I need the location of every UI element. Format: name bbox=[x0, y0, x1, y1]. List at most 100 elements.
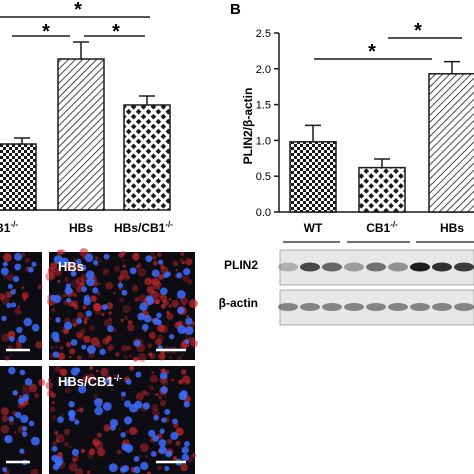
panel-b-significance-lines bbox=[314, 37, 462, 60]
lipid-signal bbox=[192, 321, 196, 325]
blot-band-beta-actin bbox=[454, 303, 474, 311]
panel-a-xlabel-hbs: HBs bbox=[69, 221, 93, 235]
lipid-signal bbox=[132, 284, 138, 291]
lipid-signal bbox=[55, 345, 59, 349]
lipid-signal bbox=[141, 390, 147, 396]
lipid-signal bbox=[156, 324, 165, 333]
lipid-signal bbox=[184, 322, 187, 325]
nucleus-signal bbox=[94, 406, 104, 416]
nucleus-signal bbox=[168, 333, 175, 340]
lipid-signal bbox=[70, 263, 74, 267]
lipid-signal bbox=[163, 300, 169, 306]
lipid-signal bbox=[16, 343, 23, 350]
lipid-signal bbox=[182, 353, 185, 356]
lipid-signal bbox=[122, 286, 125, 289]
nucleus-signal bbox=[129, 403, 138, 413]
blot-band-beta-actin bbox=[322, 303, 342, 311]
lipid-signal bbox=[19, 311, 23, 314]
lipid-signal bbox=[73, 293, 78, 297]
nucleus-signal bbox=[181, 446, 189, 454]
lipid-signal bbox=[115, 352, 120, 357]
lipid-signal bbox=[7, 273, 15, 282]
lipid-signal bbox=[120, 396, 125, 401]
lipid-signal bbox=[47, 378, 51, 382]
nucleus-signal bbox=[141, 323, 149, 331]
lipid-signal bbox=[122, 258, 126, 262]
lipid-signal bbox=[72, 322, 77, 327]
lipid-signal bbox=[159, 400, 167, 407]
lipid-signal bbox=[56, 249, 63, 256]
lipid-signal bbox=[49, 406, 56, 413]
lipid-signal bbox=[168, 355, 173, 359]
lipid-signal bbox=[160, 264, 165, 270]
lipid-signal bbox=[147, 343, 153, 349]
nucleus-signal bbox=[117, 282, 124, 288]
nucleus-signal bbox=[183, 267, 191, 276]
lipid-signal bbox=[152, 409, 160, 417]
lipid-signal bbox=[1, 333, 10, 342]
nucleus-signal bbox=[133, 339, 141, 347]
lipid-signal bbox=[88, 325, 95, 331]
lipid-signal bbox=[95, 369, 99, 373]
blot-row-label-beta-actin: β-actin bbox=[219, 296, 258, 310]
lipid-signal bbox=[156, 252, 162, 257]
nucleus-signal bbox=[124, 400, 132, 408]
nucleus-signal bbox=[20, 414, 29, 424]
panel-a-sig-star-left: * bbox=[42, 21, 50, 43]
nucleus-signal bbox=[83, 294, 91, 301]
lipid-signal bbox=[190, 339, 198, 348]
nucleus-signal bbox=[86, 277, 95, 287]
nucleus-signal bbox=[176, 290, 186, 299]
nucleus-signal bbox=[2, 261, 8, 267]
nucleus-signal bbox=[121, 289, 128, 296]
lipid-signal bbox=[59, 368, 68, 376]
nucleus-signal bbox=[81, 344, 87, 350]
lipid-signal bbox=[3, 253, 12, 262]
lipid-signal bbox=[37, 284, 43, 290]
lipid-signal bbox=[54, 430, 59, 435]
lipid-signal bbox=[0, 407, 10, 416]
nucleus-signal bbox=[19, 448, 25, 454]
lipid-signal bbox=[65, 341, 72, 348]
nucleus-signal bbox=[164, 408, 171, 415]
lipid-signal bbox=[172, 456, 178, 461]
nucleus-signal bbox=[50, 294, 57, 302]
blot-band-plin2 bbox=[300, 262, 320, 272]
lipid-signal bbox=[108, 311, 112, 315]
nucleus-signal bbox=[16, 326, 23, 334]
lipid-signal bbox=[55, 434, 65, 443]
blot-band-plin2 bbox=[344, 262, 364, 272]
panel-a-error-bars bbox=[14, 41, 155, 144]
lipid-signal bbox=[107, 344, 115, 351]
nucleus-signal bbox=[14, 252, 23, 261]
lipid-signal bbox=[151, 387, 154, 391]
lipid-signal bbox=[30, 468, 39, 474]
nucleus-signal bbox=[31, 261, 37, 267]
nucleus-signal bbox=[102, 401, 112, 411]
blot-band-beta-actin bbox=[366, 303, 386, 311]
micrograph-label-hbs-cb1: HBs/CB1-/- bbox=[58, 373, 122, 389]
nucleus-signal bbox=[92, 287, 99, 294]
nucleus-signal bbox=[51, 454, 59, 462]
lipid-signal bbox=[89, 365, 94, 370]
lipid-signal bbox=[87, 373, 96, 382]
nucleus-signal bbox=[156, 319, 162, 326]
lipid-signal bbox=[122, 264, 126, 268]
lipid-signal bbox=[96, 448, 106, 457]
nucleus-signal bbox=[133, 455, 140, 462]
nucleus-signal bbox=[184, 326, 194, 335]
panel-b-y-tick-label: 2.5 bbox=[256, 28, 271, 40]
lipid-signal bbox=[155, 392, 160, 397]
lipid-signal bbox=[122, 304, 132, 314]
lipid-signal bbox=[185, 258, 193, 266]
blot-row-label-plin2: PLIN2 bbox=[224, 258, 258, 272]
nucleus-signal bbox=[57, 416, 64, 424]
lipid-signal bbox=[90, 295, 97, 303]
nucleus-signal bbox=[158, 259, 164, 265]
nucleus-signal bbox=[181, 453, 190, 461]
nucleus-signal bbox=[139, 302, 148, 312]
panel-b-x-tick-label: WT bbox=[304, 221, 323, 235]
lipid-signal bbox=[120, 318, 124, 322]
lipid-signal bbox=[83, 320, 88, 324]
